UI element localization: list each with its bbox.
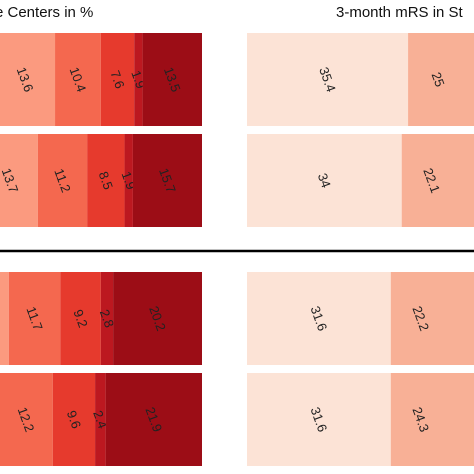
left-bar-segment: [8, 272, 61, 365]
left-bar-value-label: 8.5: [96, 169, 116, 191]
right-panel-title: 3-month mRS in St: [336, 4, 464, 21]
right-bar-value-label: 34: [315, 171, 334, 190]
left-bar-value-label: 2.4: [90, 408, 110, 430]
left-bar-segment: [0, 373, 53, 466]
left-bar-segment: [124, 134, 133, 227]
left-bar-segment: [95, 373, 106, 466]
left-bar-segment: [52, 373, 96, 466]
left-bar-segment: [55, 33, 101, 126]
left-bar-segment: [100, 272, 114, 365]
left-bar-value-label: 2.8: [97, 307, 117, 329]
left-bar-segment: [132, 134, 202, 227]
right-bar-segment: [401, 134, 474, 227]
left-bar-segment: [60, 272, 101, 365]
left-bar-segment: [113, 272, 202, 365]
left-bar-segment: [37, 134, 88, 227]
right-bar-segment: [247, 33, 409, 126]
right-bar-segment: [247, 373, 391, 466]
left-bar-segment: [134, 33, 143, 126]
right-bar-segment: [247, 272, 391, 365]
left-bar-segment: [0, 134, 38, 227]
left-bar-segment: [142, 33, 202, 126]
right-bar-value-label: 25: [429, 70, 448, 89]
left-panel-title: e Centers in %: [0, 4, 93, 21]
right-bar-segment: [247, 134, 402, 227]
left-bar-segment: [100, 33, 135, 126]
right-bar-segment: [408, 33, 474, 126]
left-bar-segment: [0, 33, 56, 126]
left-bar-cropped-segment: [0, 272, 9, 365]
left-bar-value-label: 9.6: [64, 408, 84, 430]
left-bar-segment: [105, 373, 202, 466]
right-bar-segment: [390, 373, 474, 466]
left-bar-value-label: 7.6: [107, 68, 127, 90]
left-bar-value-label: 13.7: [0, 166, 21, 195]
left-bar-value-label: 9.2: [70, 307, 90, 329]
right-bar-segment: [390, 272, 474, 365]
bars-layer: 13.6 10.4 7.6 1.9 13.513.7 11.2 8.5 1.9 15.711.7…: [0, 33, 474, 466]
left-bar-segment: [87, 134, 125, 227]
